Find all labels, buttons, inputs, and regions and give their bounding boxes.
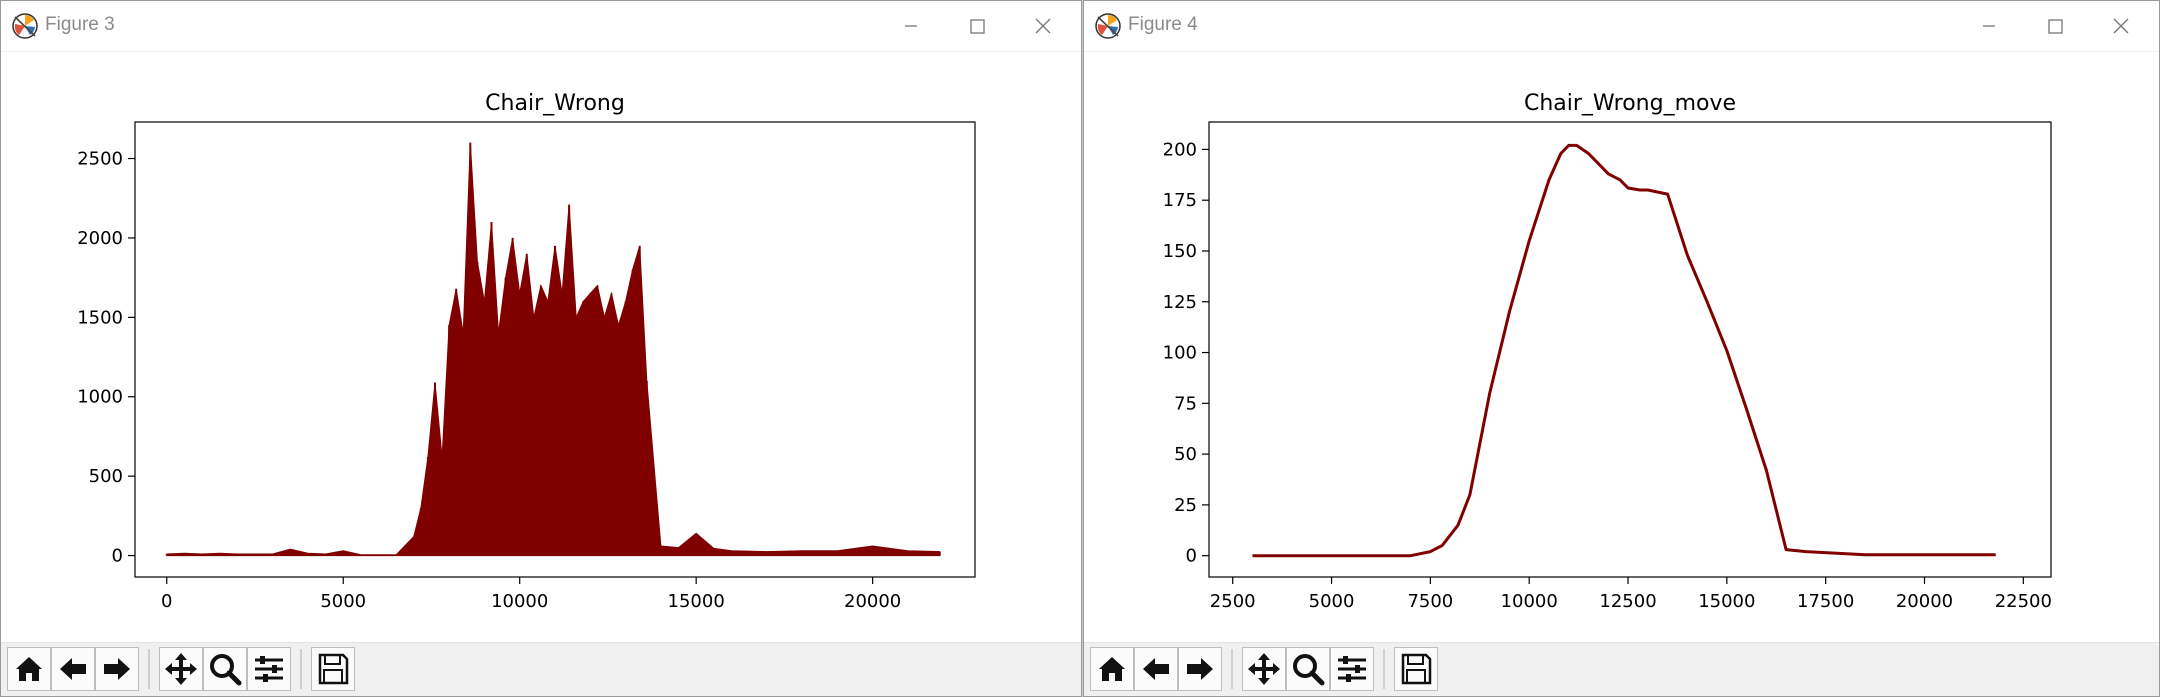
close-icon — [1035, 18, 1051, 34]
back-button[interactable] — [51, 647, 95, 691]
chart-chair-wrong: Chair_Wrong 0 5000 10000 15000 20000 0 500 1000 1… — [77, 91, 976, 612]
pan-button[interactable] — [159, 647, 203, 691]
zoom-button[interactable] — [203, 647, 247, 691]
save-icon — [1401, 653, 1432, 685]
pan-icon — [1248, 653, 1280, 685]
figure-canvas[interactable]: Chair_Wrong 0 5000 10000 15000 20000 0 500 1000 1… — [1, 52, 1081, 642]
window-title: Figure 3 — [45, 14, 115, 35]
toolbar-separator — [1231, 649, 1233, 689]
x-tick-label: 2500 — [1210, 591, 1256, 612]
navigation-toolbar — [1, 642, 1081, 696]
zoom-button[interactable] — [1286, 647, 1330, 691]
back-arrow-icon — [60, 658, 86, 680]
x-tick-label: 5000 — [1309, 591, 1355, 612]
home-button[interactable] — [7, 647, 51, 691]
y-tick-label: 50 — [1174, 444, 1197, 465]
x-tick-label: 17500 — [1797, 591, 1854, 612]
axes-frame — [1208, 121, 2052, 578]
configure-subplots-icon — [1338, 656, 1366, 682]
back-arrow-icon — [1143, 658, 1169, 680]
y-tick-label: 1500 — [77, 307, 123, 328]
minimize-button[interactable] — [891, 9, 931, 43]
y-tick-label: 100 — [1163, 343, 1197, 364]
window-title: Figure 4 — [1128, 14, 1198, 35]
configure-subplots-button[interactable] — [1330, 647, 1374, 691]
x-tick-label: 12500 — [1599, 591, 1656, 612]
forward-button[interactable] — [1178, 647, 1222, 691]
y-tick-label: 1000 — [77, 387, 123, 408]
close-button[interactable] — [1023, 9, 1063, 43]
title-bar[interactable]: Figure 4 — [1084, 1, 2159, 52]
x-tick-label: 0 — [161, 591, 172, 612]
x-tick-label: 5000 — [320, 591, 366, 612]
minimize-button[interactable] — [1969, 9, 2009, 43]
forward-button[interactable] — [95, 647, 139, 691]
matplotlib-logo-icon — [1095, 13, 1121, 39]
y-tick-label: 175 — [1163, 190, 1197, 211]
x-tick-label: 20000 — [844, 591, 901, 612]
chart-title: Chair_Wrong — [485, 91, 625, 116]
forward-arrow-icon — [1187, 658, 1213, 680]
maximize-button[interactable] — [2035, 9, 2075, 43]
y-tick-label: 125 — [1163, 292, 1197, 313]
x-tick-label: 20000 — [1896, 591, 1953, 612]
y-tick-label: 2500 — [77, 149, 123, 170]
y-tick-label: 200 — [1163, 139, 1197, 160]
matplotlib-logo-icon — [12, 13, 38, 39]
home-icon — [16, 657, 42, 681]
y-tick-label: 2000 — [77, 228, 123, 249]
chart-title: Chair_Wrong_move — [1524, 91, 1736, 116]
zoom-icon — [210, 654, 242, 686]
zoom-icon — [1293, 654, 1325, 686]
home-button[interactable] — [1090, 647, 1134, 691]
maximize-icon — [970, 19, 985, 34]
y-tick-label: 500 — [89, 466, 123, 487]
x-tick-label: 15000 — [1698, 591, 1755, 612]
bar-envelope — [166, 142, 941, 557]
axes-frame — [134, 121, 976, 578]
y-tick-label: 0 — [1186, 546, 1197, 567]
x-tick-label: 10000 — [1501, 591, 1558, 612]
maximize-icon — [2048, 19, 2063, 34]
maximize-button[interactable] — [957, 9, 997, 43]
navigation-toolbar — [1084, 642, 2159, 696]
pan-button[interactable] — [1242, 647, 1286, 691]
figure-3-window: Figure 3 Chair_Wrong 0 5000 10000 15000 20000… — [0, 0, 1082, 697]
save-button[interactable] — [311, 647, 355, 691]
configure-subplots-icon — [255, 656, 283, 682]
minimize-icon — [1983, 25, 1995, 27]
minimize-icon — [905, 25, 917, 27]
x-tick-label: 22500 — [1995, 591, 2052, 612]
toolbar-separator — [300, 649, 302, 689]
pan-icon — [165, 653, 197, 685]
title-bar[interactable]: Figure 3 — [1, 1, 1081, 52]
figure-canvas[interactable]: Chair_Wrong_move 2500 5000 7500 10000 12500 15… — [1084, 52, 2159, 642]
forward-arrow-icon — [104, 658, 130, 680]
toolbar-separator — [1383, 649, 1385, 689]
x-tick-label: 7500 — [1407, 591, 1453, 612]
x-tick-label: 10000 — [491, 591, 548, 612]
save-button[interactable] — [1394, 647, 1438, 691]
configure-subplots-button[interactable] — [247, 647, 291, 691]
close-icon — [2113, 18, 2129, 34]
series-line — [1252, 143, 1996, 558]
y-tick-label: 75 — [1174, 393, 1197, 414]
y-tick-label: 0 — [112, 546, 123, 567]
toolbar-separator — [148, 649, 150, 689]
save-icon — [318, 653, 349, 685]
chart-chair-wrong-move: Chair_Wrong_move 2500 5000 7500 10000 12500 15… — [1163, 91, 2052, 612]
x-tick-label: 15000 — [668, 591, 725, 612]
back-button[interactable] — [1134, 647, 1178, 691]
figure-4-window: Figure 4 Chair_Wrong_move 2500 5000 7500 100… — [1083, 0, 2160, 697]
y-tick-label: 25 — [1174, 495, 1197, 516]
y-tick-label: 150 — [1163, 241, 1197, 262]
close-button[interactable] — [2101, 9, 2141, 43]
home-icon — [1099, 657, 1125, 681]
